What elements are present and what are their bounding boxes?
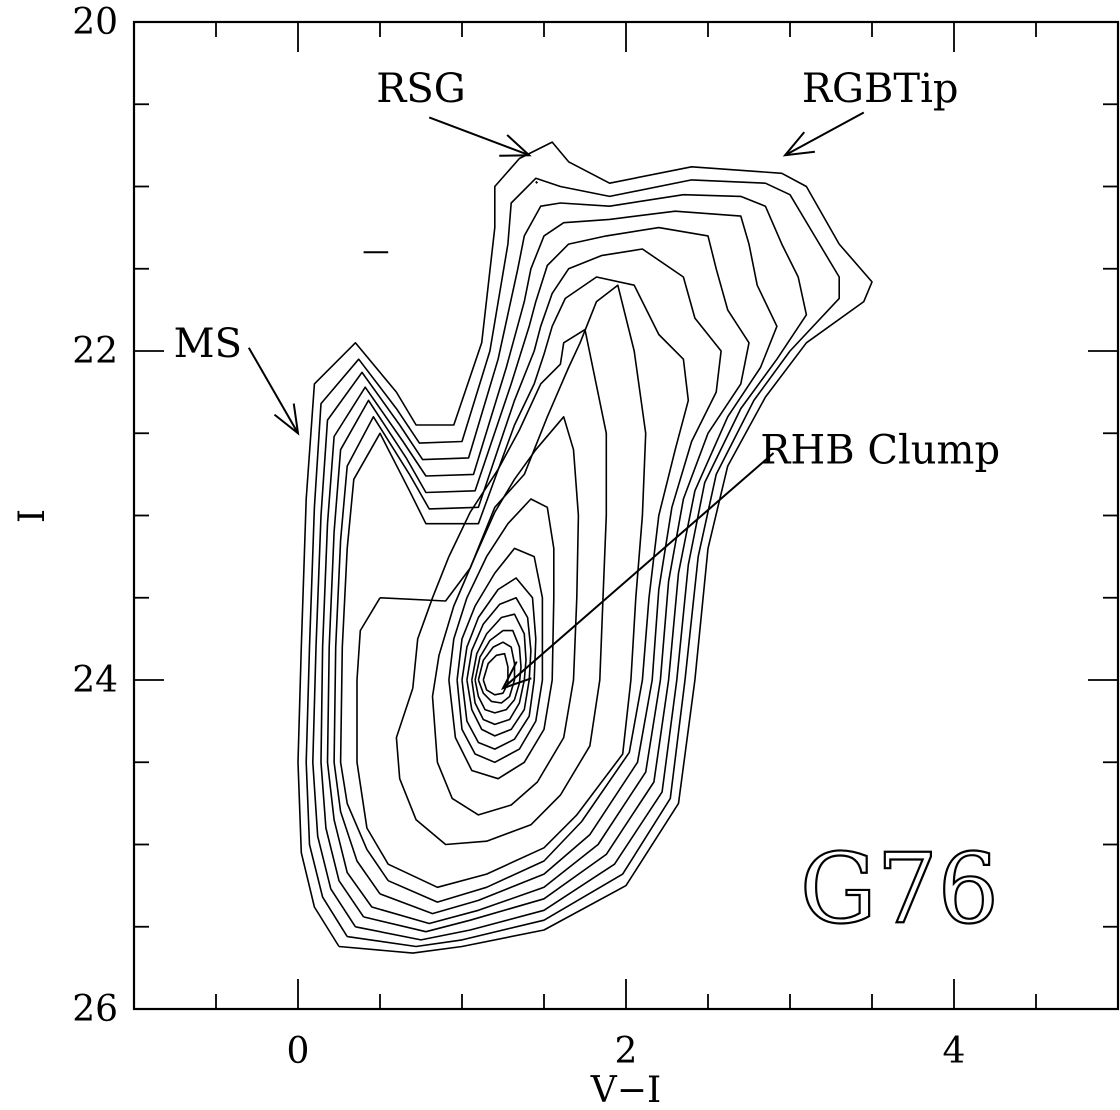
arrow-ms xyxy=(247,347,299,434)
contour-fragment xyxy=(535,180,539,184)
contour-level-11 xyxy=(448,498,555,780)
y-tick-label: 26 xyxy=(72,989,118,1030)
contour-level-2 xyxy=(305,177,841,948)
y-tick-label: 20 xyxy=(72,2,118,43)
y-tick-label: 24 xyxy=(72,660,118,701)
x-tick-label: 2 xyxy=(615,1031,638,1072)
contour-level-4 xyxy=(320,210,778,933)
arrow-rhb-clump xyxy=(502,452,775,689)
contour-level-6 xyxy=(333,248,722,915)
arrow-rsg xyxy=(428,116,530,157)
contour-level-1 xyxy=(297,141,873,954)
contour-level-7 xyxy=(339,276,690,903)
contour-lines xyxy=(297,141,873,954)
contour-level-18 xyxy=(482,652,509,696)
contour-level-3 xyxy=(311,193,808,941)
contour-level-16 xyxy=(474,629,522,714)
annotation-rgbtip: RGBTip xyxy=(802,66,959,112)
contour-level-5 xyxy=(326,226,750,925)
x-tick-label: 4 xyxy=(943,1031,966,1072)
arrowhead-ms xyxy=(273,403,300,436)
contour-level-17 xyxy=(477,641,516,704)
contour-level-8 xyxy=(356,284,647,889)
x-tick-label: 0 xyxy=(287,1031,310,1072)
annotations: RSG RGBTip MS RHB Clump xyxy=(174,66,1000,690)
panel-label: G76 xyxy=(800,833,999,945)
contour-level-12 xyxy=(456,547,544,764)
axis-ticks xyxy=(133,21,1119,1010)
y-axis-label: I xyxy=(12,509,53,523)
contour-level-9 xyxy=(395,328,608,846)
arrowhead-rhb-clump xyxy=(500,661,532,690)
y-tick-label: 22 xyxy=(72,331,118,372)
arrowhead-rgbtip xyxy=(782,131,815,157)
arrow-rgbtip xyxy=(784,111,865,157)
annotation-rsg: RSG xyxy=(376,66,465,112)
annotation-ms: MS xyxy=(174,321,242,367)
arrowhead-rsg xyxy=(499,134,532,157)
x-axis-label: V−I xyxy=(590,1070,661,1110)
annotation-rhb-clump: RHB Clump xyxy=(760,428,1000,474)
contour-level-10 xyxy=(431,415,580,816)
